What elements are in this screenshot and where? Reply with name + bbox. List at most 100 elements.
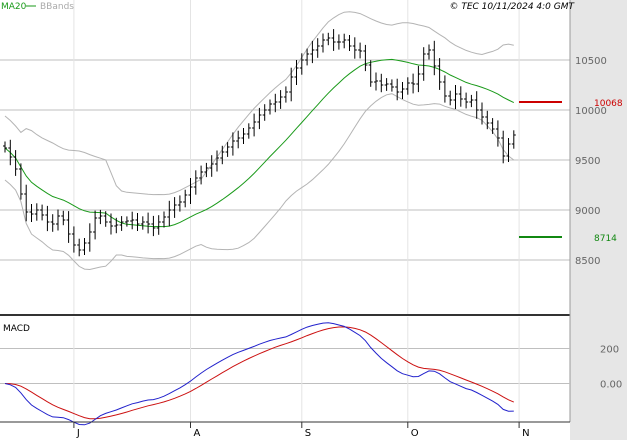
ohlc-bar [453,85,458,109]
ohlc-bar [273,93,278,113]
ohlc-bar [34,203,39,221]
ohlc-bar [363,44,368,72]
ohlc-bar [437,58,442,90]
ohlc-bar [156,215,161,235]
ohlc-bar [199,165,204,185]
ohlc-bar [268,99,272,115]
ohlc-bar [405,77,410,95]
macd-lines [4,322,514,426]
ohlc-bar [458,86,463,107]
ohlc-bar [421,47,426,81]
ohlc-bar [236,130,241,149]
ohlc-bar [448,90,453,106]
ohlc-bar [225,142,230,157]
ohlc-bar [480,102,484,125]
price-y-axis-labels: 10500 10000 9500 9000 8500 [575,56,607,267]
legend-ma20: MA20 [1,2,27,12]
ohlc-bar [151,215,156,237]
ohlc-bar [40,204,45,221]
macd-main-line [4,322,514,426]
ohlc-bar [162,211,166,228]
macd-label: MACD [3,324,30,334]
ohlc-bar [490,118,495,134]
ohlc-bar [374,72,378,91]
ohlc-bar [29,204,34,222]
ohlc-bar [347,35,352,51]
price-plot-area [0,0,570,314]
ohlc-bar [61,210,66,226]
ohlc-bar [294,60,299,85]
price-levels: 10068 8714 [519,99,623,244]
x-axis-tick-label: A [194,428,201,439]
ohlc-bar [135,213,140,231]
price-y-tick-label: 9500 [575,156,600,167]
ohlc-bar [257,107,262,130]
ohlc-bar [3,141,7,153]
ohlc-bar [289,67,294,102]
ohlc-bar [71,226,76,253]
ohlc-bars [3,29,516,257]
ohlc-bar [87,223,92,252]
ohlc-bar [416,65,421,93]
ohlc-bar [167,200,172,227]
ohlc-bar [305,48,310,66]
ohlc-bar [427,44,431,60]
ohlc-bar [50,214,55,232]
ohlc-bar [379,73,384,93]
ohlc-bar [315,38,320,58]
ohlc-bar [140,216,145,230]
price-y-tick-label: 8500 [575,256,600,267]
ohlc-bar [215,150,219,172]
price-y-tick-label: 10500 [575,56,607,67]
ohlc-bar [204,162,209,178]
ohlc-bar [262,104,267,121]
ohlc-bar [310,40,315,64]
legend-bbands: BBands [40,2,74,12]
ohlc-bar [209,155,214,177]
ohlc-bar [432,40,437,76]
ohlc-bar [183,189,188,208]
bollinger-bands [4,11,515,271]
ohlc-bar [130,211,135,230]
ohlc-bar [220,145,225,165]
ohlc-bar [368,60,373,87]
ohlc-bar [485,110,490,130]
chart-header: MA20 BBands © TEC 10/11/2024 4:0 GMT [1,2,575,12]
ohlc-bar [342,33,347,49]
ohlc-bar [389,79,394,92]
ohlc-bar [146,212,151,234]
ohlc-bar [352,37,357,59]
copyright-timestamp: © TEC 10/11/2024 4:0 GMT [449,2,575,12]
ohlc-bar [77,238,82,257]
ohlc-bar [331,29,336,51]
price-level-resistance-label: 10068 [594,99,623,109]
ohlc-bar [395,78,400,101]
macd-y-axis-labels: 200 0.00 [600,345,622,391]
ohlc-bar [193,170,198,195]
ohlc-bar [230,132,235,156]
ohlc-bar [13,150,18,176]
ohlc-bar [469,94,474,108]
ohlc-bar [18,163,23,200]
ohlc-bar [506,138,511,162]
ohlc-bar [177,195,182,212]
ohlc-bar [56,209,60,231]
price-y-tick-label: 10000 [575,106,607,117]
ohlc-bar [246,123,251,139]
ohlc-bar [358,42,363,59]
ohlc-bar [45,205,50,232]
x-axis-tick-label: O [411,428,419,439]
ohlc-bar [8,139,13,166]
ohlc-bar [114,217,119,234]
macd-y-tick-label: 200 [600,345,619,356]
ohlc-bar [252,113,257,137]
price-grid [0,0,570,314]
ohlc-bar [511,130,516,149]
bband-upper-line [4,11,514,196]
ohlc-bar [24,184,29,222]
macd-y-tick-label: 0.00 [600,380,622,391]
ohlc-bar [495,120,500,147]
right-axis-margin [570,0,627,440]
macd-panel: 200 0.00 MACD [0,317,622,426]
ohlc-bar [93,210,98,240]
